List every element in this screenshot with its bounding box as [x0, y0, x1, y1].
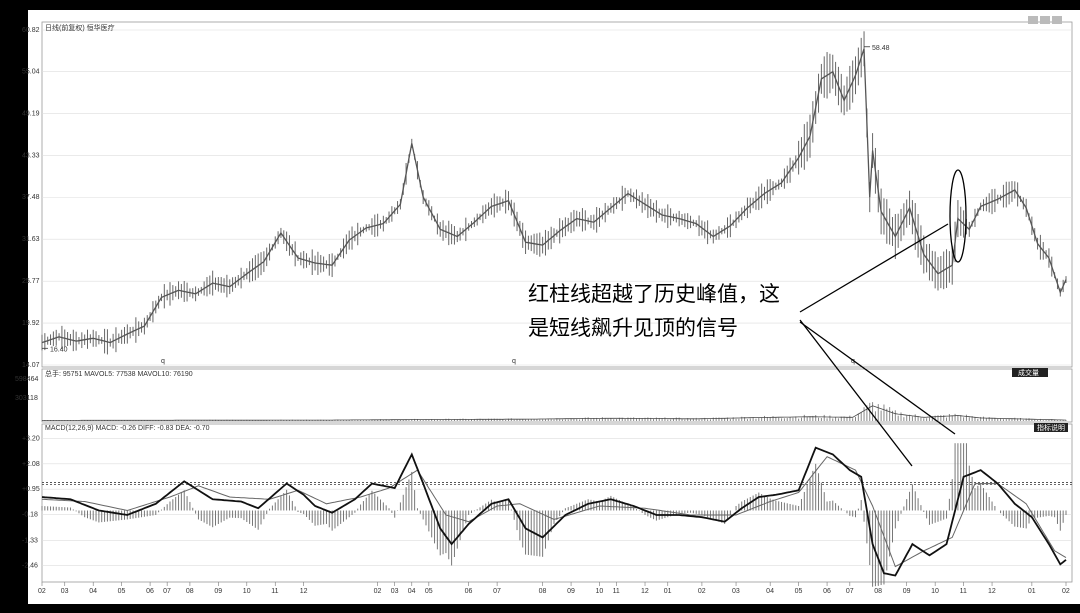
macd-header: MACD(12,26,9) MACD: -0.26 DIFF: -0.83 DE… [45, 425, 210, 432]
date-tick-label: 05 [425, 588, 433, 595]
price-tick-label: 43.33 [22, 152, 40, 159]
price-tick-label: 31.63 [22, 236, 40, 243]
volume-header: 总手: 95751 MAVOL5: 77538 MAVOL10: 76190 [45, 369, 193, 378]
date-tick-label: 02 [374, 588, 382, 595]
window-buttons [1028, 16, 1062, 24]
date-tick-label: 07 [846, 588, 854, 595]
date-tick-label: 12 [300, 588, 308, 595]
volume-panel-frame [41, 368, 1073, 423]
volume-bars [41, 402, 1067, 421]
highlight-ellipse [949, 169, 967, 263]
macd-axis: +3.20 +2.08 +0.95 -0.18 -1.33 -2.46 [22, 436, 40, 570]
macd-tick-label: +3.20 [22, 436, 40, 443]
pointer-line-2 [799, 319, 913, 467]
chart-background [28, 10, 1080, 604]
minimize-icon[interactable] [1028, 16, 1038, 24]
date-tick-label: 06 [146, 588, 154, 595]
volume-tick-label: 598464 [15, 376, 38, 383]
volume-tick-label: 303118 [15, 395, 38, 402]
macd-tick-label: -0.18 [22, 512, 38, 519]
annotation-line-1: 红柱线超越了历史峰值，这 [528, 282, 780, 306]
maximize-icon[interactable] [1040, 16, 1050, 24]
macd-tick-label: -1.33 [22, 537, 38, 544]
date-tick-label: 06 [823, 588, 831, 595]
date-tick-label: 03 [391, 588, 399, 595]
pointer-line-1 [799, 223, 949, 313]
date-tick-label: 12 [988, 588, 996, 595]
price-axis: 60.82 55.04 49.19 43.33 37.48 31.63 25.77 19.92… [22, 27, 40, 369]
max-price-marker: 58.48 [864, 45, 890, 52]
date-tick-label: 12 [641, 588, 649, 595]
price-series-line [41, 48, 1067, 344]
date-tick-label: 04 [766, 588, 774, 595]
indicator-help-label: 指标说明 [1037, 423, 1065, 432]
pointer-line-3 [799, 321, 956, 435]
macd-tick-label: +2.08 [22, 461, 40, 468]
date-tick-label: 05 [118, 588, 126, 595]
date-tick-label: 06 [465, 588, 473, 595]
date-tick-label: 10 [243, 588, 251, 595]
price-tick-label: 37.48 [22, 194, 40, 201]
date-tick-label: 11 [960, 588, 967, 595]
volume-button-label: 成交量 [1018, 368, 1039, 377]
date-tick-label: 03 [732, 588, 740, 595]
price-tick-label: 14.07 [22, 362, 40, 369]
annotation-line-2: 是短线飙升见顶的信号 [528, 316, 738, 340]
min-price-label: 16.40 [50, 346, 68, 353]
dea-line [41, 456, 1067, 568]
volume-ma5-line [42, 405, 1067, 421]
price-header: 日线(前复权) 恒华医疗 [45, 23, 115, 32]
date-tick-label: 10 [931, 588, 939, 595]
macd-tick-label: -2.46 [22, 563, 38, 570]
close-icon[interactable] [1052, 16, 1062, 24]
date-tick-label: 02 [698, 588, 706, 595]
price-marker-q: q [512, 358, 516, 365]
min-price-marker: 16.40 [42, 346, 68, 353]
date-tick-label: 11 [613, 588, 620, 595]
price-marker-q: q [161, 358, 165, 365]
date-tick-label: 03 [61, 588, 69, 595]
macd-panel-frame [41, 423, 1073, 583]
volume-button[interactable]: 成交量 [1012, 368, 1048, 377]
date-tick-label: 08 [186, 588, 194, 595]
date-tick-label: 02 [38, 588, 46, 595]
date-tick-label: 08 [874, 588, 882, 595]
date-tick-label: 09 [567, 588, 575, 595]
diff-line [41, 446, 1067, 577]
indicator-help-button[interactable]: 指标说明 [1034, 423, 1068, 432]
date-tick-label: 05 [795, 588, 803, 595]
date-tick-label: 01 [1028, 588, 1036, 595]
date-tick-label: 08 [539, 588, 547, 595]
date-tick-label: 04 [89, 588, 97, 595]
max-price-label: 58.48 [872, 45, 890, 52]
volume-axis: 598464 303118 [15, 376, 38, 402]
price-tick-label: 60.82 [22, 27, 40, 34]
date-tick-label: 11 [271, 588, 278, 595]
date-tick-label: 09 [214, 588, 222, 595]
price-marker-q: q [851, 358, 855, 365]
date-tick-label: 09 [903, 588, 911, 595]
date-tick-label: 01 [664, 588, 672, 595]
price-tick-label: 55.04 [22, 68, 40, 75]
date-tick-label: 02 [1062, 588, 1070, 595]
date-tick-label: 04 [408, 588, 416, 595]
date-tick-label: 07 [493, 588, 501, 595]
price-tick-label: 25.77 [22, 278, 40, 285]
price-panel-frame [41, 21, 1073, 368]
macd-tick-label: +0.95 [22, 486, 40, 493]
date-tick-label: 10 [596, 588, 604, 595]
price-tick-label: 49.19 [22, 110, 40, 117]
price-tick-label: 19.92 [22, 320, 40, 327]
date-axis: 02 03 04 05 06 07 08 09 10 11 12 02 03 04 05 06 07 08 09 10… [38, 582, 1070, 595]
date-tick-label: 07 [163, 588, 171, 595]
